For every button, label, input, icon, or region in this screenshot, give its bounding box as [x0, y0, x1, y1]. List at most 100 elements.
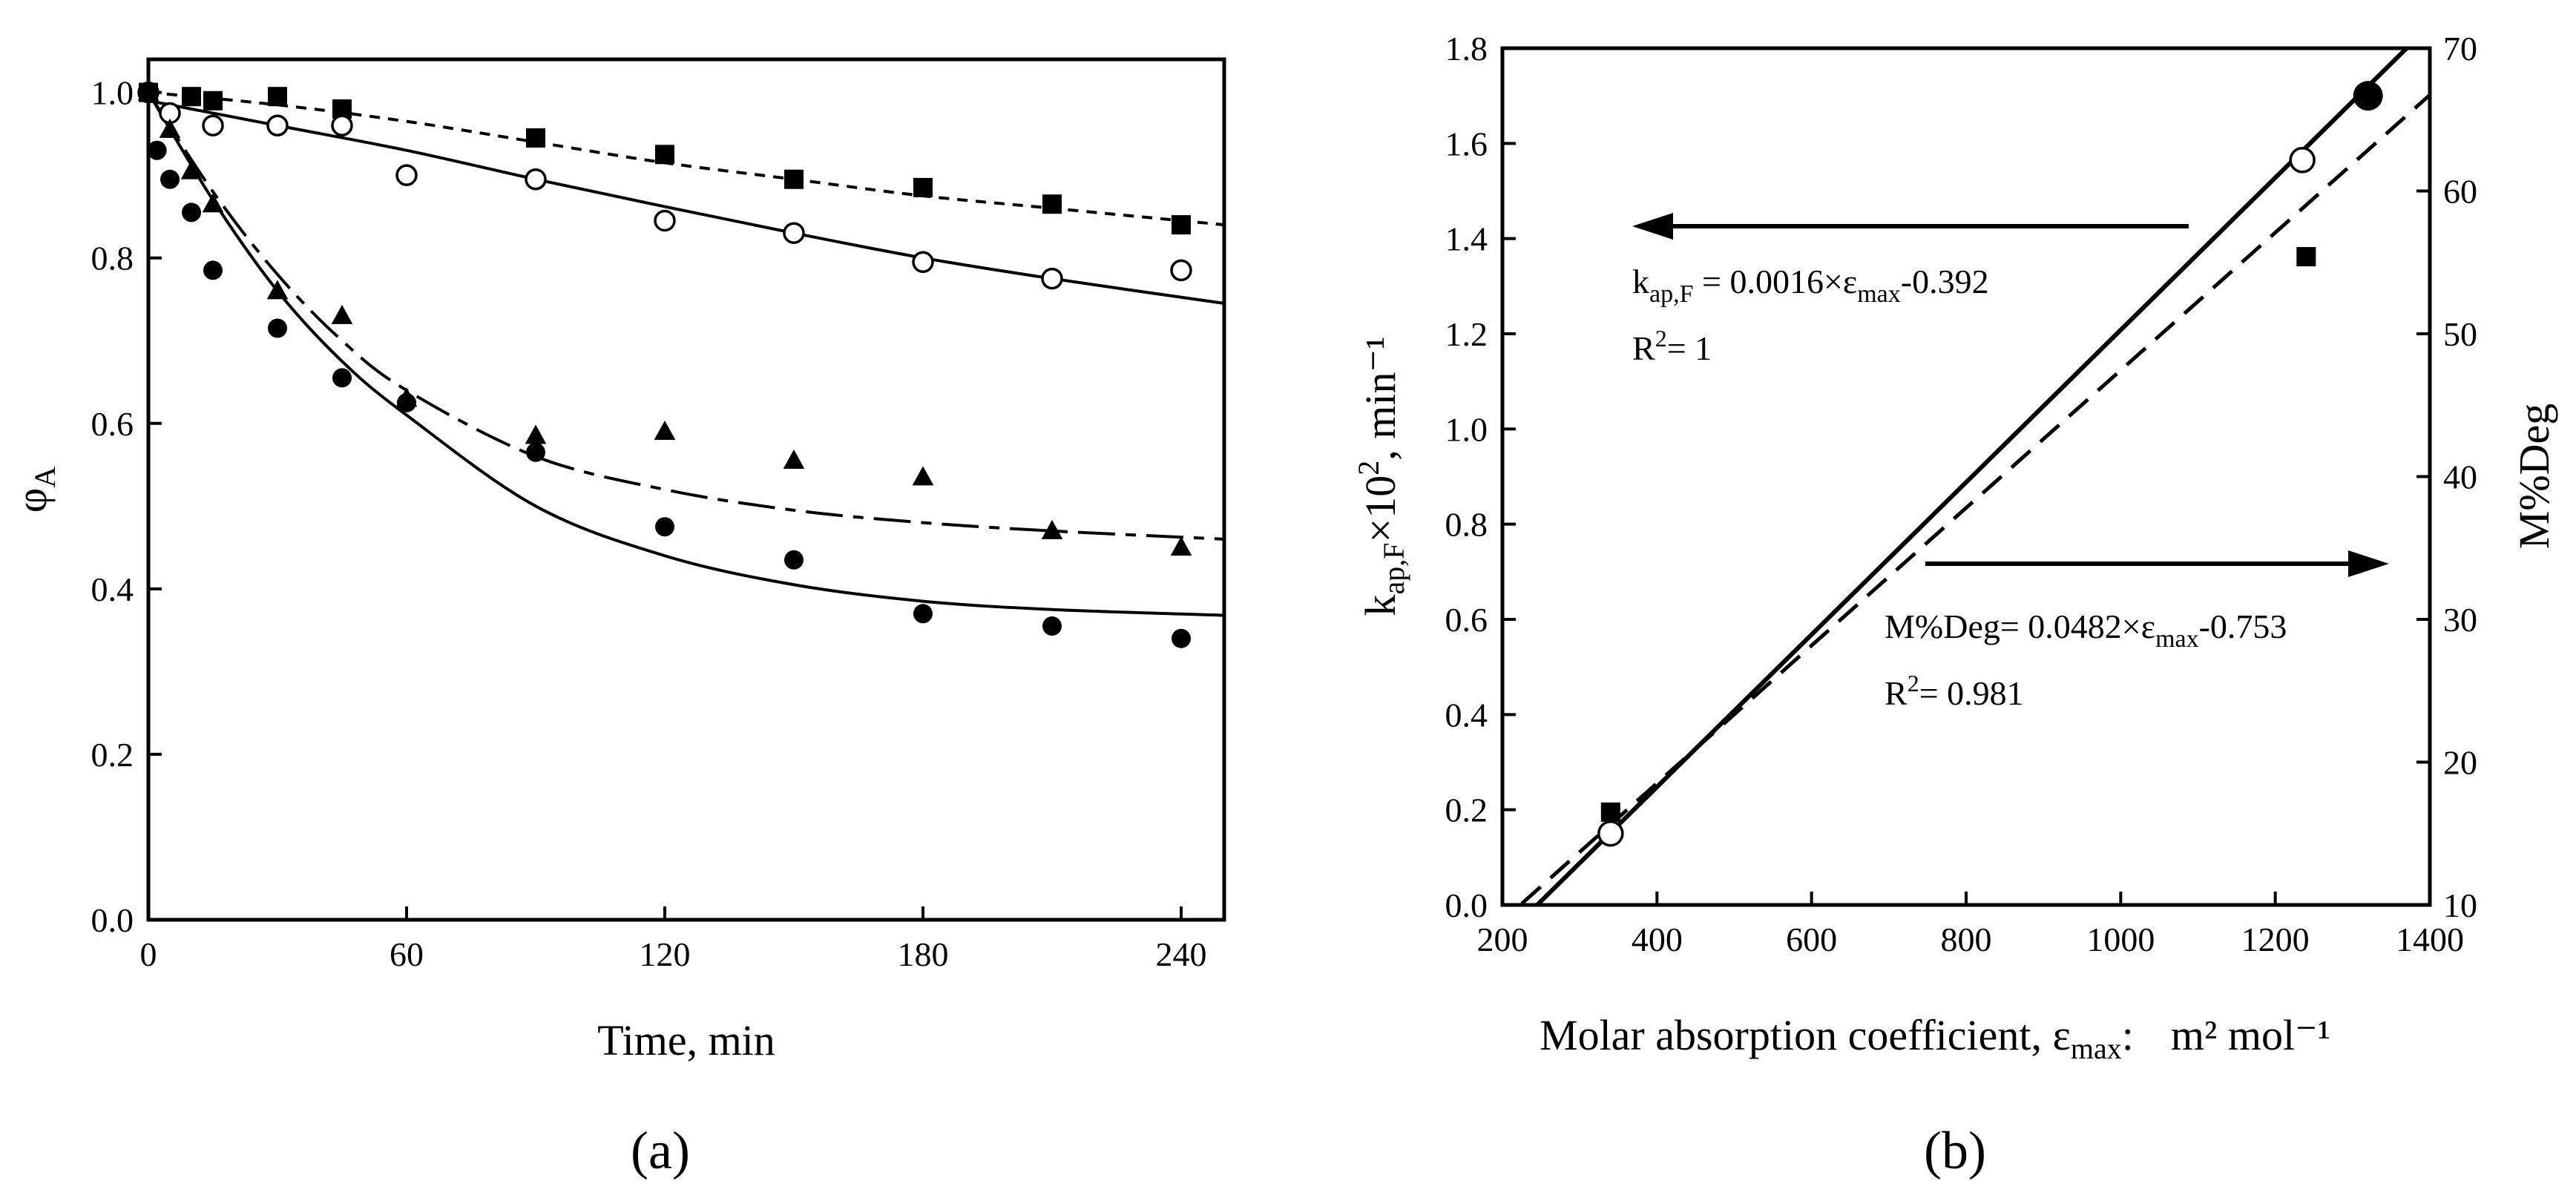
panel-a-x-tick-label: 240	[1156, 935, 1207, 973]
panel-a-x-tick-label: 60	[390, 935, 424, 973]
panel-a-y-tick-label: 0.0	[91, 901, 134, 939]
panel-a-data-point-series-4	[147, 140, 167, 160]
panel-b-fit-lines	[1520, 48, 2430, 905]
panel-b-left-tick-label: 1.2	[1445, 315, 1488, 353]
panel-a-data-point-series-1	[655, 145, 674, 165]
panel-a-y-axis-label: φA	[7, 467, 62, 513]
panel-b-right-tick-label: 70	[2443, 30, 2477, 67]
panel-a-data-point-series-1	[1042, 194, 1062, 214]
panel-a-data-point-series-1	[268, 87, 287, 107]
panel-b-right-tick-label: 30	[2443, 601, 2477, 639]
panel-a-data-point-series-1	[1172, 215, 1191, 235]
panel-a-fit-line-series-2	[148, 99, 1225, 306]
panel-a-y-tick-label: 0.6	[91, 405, 134, 443]
panel-b-left-tick-label: 0.6	[1445, 601, 1488, 639]
panel-a-fit-line-series-3	[147, 91, 1225, 541]
panel-b-chart: 200 400 600 800 1000 1200 1400 0.0 0.2 0.4 0.6 0.8…	[1352, 30, 2558, 1180]
panel-a-data-point-series-3	[1041, 519, 1063, 539]
panel-a-x-axis-label: Time, min	[597, 1016, 775, 1064]
panel-b-left-tick-label: 1.0	[1445, 410, 1488, 448]
panel-a-data-point-series-4	[268, 318, 287, 338]
panel-a-label: (a)	[631, 1121, 690, 1180]
panel-a-x-tick-label: 180	[898, 935, 949, 973]
panel-a-data-point-series-2	[912, 251, 934, 274]
panel-a-data-point-series-4	[332, 368, 352, 388]
panel-a-y-tick-label: 0.8	[91, 240, 134, 277]
panel-a-data-point-series-4	[160, 169, 180, 189]
panel-b-x-tick-label: 400	[1632, 921, 1683, 958]
panel-a-y-tick-label: 0.4	[91, 570, 134, 608]
mdeg-fit-line	[1520, 93, 2430, 905]
panel-b-x-tick-label: 800	[1941, 921, 1992, 958]
panel-a-x-tick-label: 0	[140, 935, 157, 973]
panel-a-fit-line-series-4	[147, 91, 1225, 617]
panel-b-x-tick-label: 1200	[2241, 921, 2310, 958]
panel-a-data-point-series-2	[395, 164, 418, 186]
panel-a-data-point-series-4	[784, 550, 804, 570]
panel-b-data-point-series-3	[1600, 802, 1620, 822]
k-fit-line	[1535, 48, 2411, 905]
panel-a-data-point-series-3	[180, 159, 203, 180]
panel-b-x-tick-label: 200	[1477, 921, 1528, 958]
panel-a-data-point-series-2	[202, 114, 224, 136]
panel-a-data-point-series-3	[654, 420, 676, 440]
panel-a-data-point-series-4	[397, 392, 416, 412]
panel-a-data-point-series-2	[331, 114, 353, 136]
panel-a-data-point-series-1	[526, 128, 545, 148]
panel-b-x-axis-ticks: 200 400 600 800 1000 1200 1400	[1477, 892, 2464, 958]
panel-b-left-tick-label: 1.8	[1445, 30, 1488, 67]
panel-b-right-axis-label: M%Deg	[2510, 404, 2558, 550]
panel-b-left-tick-label: 0.8	[1445, 506, 1488, 544]
panel-b-right-tick-label: 50	[2443, 315, 2477, 353]
panel-a-data-point-series-3	[266, 280, 289, 300]
mdeg-fit-r-squared: R2= 0.981	[1885, 670, 2024, 712]
panel-a-x-tick-label: 120	[640, 935, 691, 973]
panel-b-data-point-series-3	[2296, 247, 2316, 267]
panel-a-data-point-series-1	[913, 177, 933, 197]
panel-a-data-point-series-1	[203, 90, 223, 111]
panel-b-left-axis-label: kap,F×102, min⁻¹	[1352, 337, 1410, 616]
mdeg-fit-equation: M%Deg= 0.0482×εmax-0.753	[1885, 607, 2287, 653]
panel-a-fit-curves	[147, 90, 1225, 617]
panel-b-left-tick-label: 0.2	[1445, 791, 1488, 829]
panel-b-right-tick-label: 40	[2443, 458, 2477, 496]
panel-a-data-point-series-3	[159, 118, 181, 138]
panel-a-data-point-series-4	[1172, 628, 1191, 648]
panel-a-data-point-series-2	[654, 209, 676, 232]
panel-a-data-point-series-4	[182, 202, 201, 223]
panel-b-left-tick-label: 0.4	[1445, 696, 1488, 734]
k-fit-r-squared: R2= 1	[1632, 325, 1712, 367]
panel-b-markers	[1597, 81, 2383, 847]
panel-b-data-point-series-1	[2289, 147, 2316, 174]
panel-a-data-point-series-4	[526, 442, 545, 462]
panel-a-markers	[137, 81, 1192, 648]
panel-a-data-point-series-2	[783, 222, 805, 244]
panel-a-y-tick-label: 1.0	[91, 74, 134, 112]
panel-b-x-tick-label: 1000	[2086, 921, 2155, 958]
panel-a-data-point-series-4	[913, 604, 933, 624]
arrow-to-right-axis	[1925, 550, 2389, 577]
panel-b-data-point-series-1	[1597, 820, 1624, 847]
arrow-to-left-axis	[1632, 213, 2189, 240]
panel-a-data-point-series-2	[525, 168, 547, 191]
panel-a-data-point-series-4	[1042, 616, 1062, 636]
panel-a-fit-line-series-1	[148, 90, 1225, 227]
panel-a-data-point-series-3	[202, 193, 224, 213]
panel-a-plot-frame	[146, 57, 1226, 922]
panel-b-right-tick-label: 10	[2443, 886, 2477, 924]
panel-a-data-point-series-2	[1041, 267, 1063, 290]
panel-a-data-point-series-2	[266, 114, 289, 136]
panel-b-left-axis-ticks: 0.0 0.2 0.4 0.6 0.8 1.0 1.2 1.4 1.6 1.8	[1445, 30, 1516, 924]
panel-a-data-point-series-2	[1170, 259, 1192, 282]
panel-b-x-tick-label: 1400	[2396, 921, 2464, 958]
panel-b-label: (b)	[1924, 1121, 1986, 1180]
panel-b-plot-frame	[1500, 46, 2432, 907]
panel-a-data-point-series-1	[784, 169, 804, 189]
panel-a-data-point-series-4	[203, 260, 223, 280]
panel-b-x-axis-label: Molar absorption coefficient, εmax: m² mo…	[1540, 1011, 2330, 1065]
panel-a-y-tick-label: 0.2	[91, 736, 134, 774]
k-fit-equation: kap,F = 0.0016×εmax-0.392	[1632, 263, 1989, 308]
panel-a-data-point-series-3	[331, 304, 353, 324]
panel-b-x-tick-label: 600	[1786, 921, 1837, 958]
panel-a-data-point-series-3	[1170, 536, 1192, 556]
